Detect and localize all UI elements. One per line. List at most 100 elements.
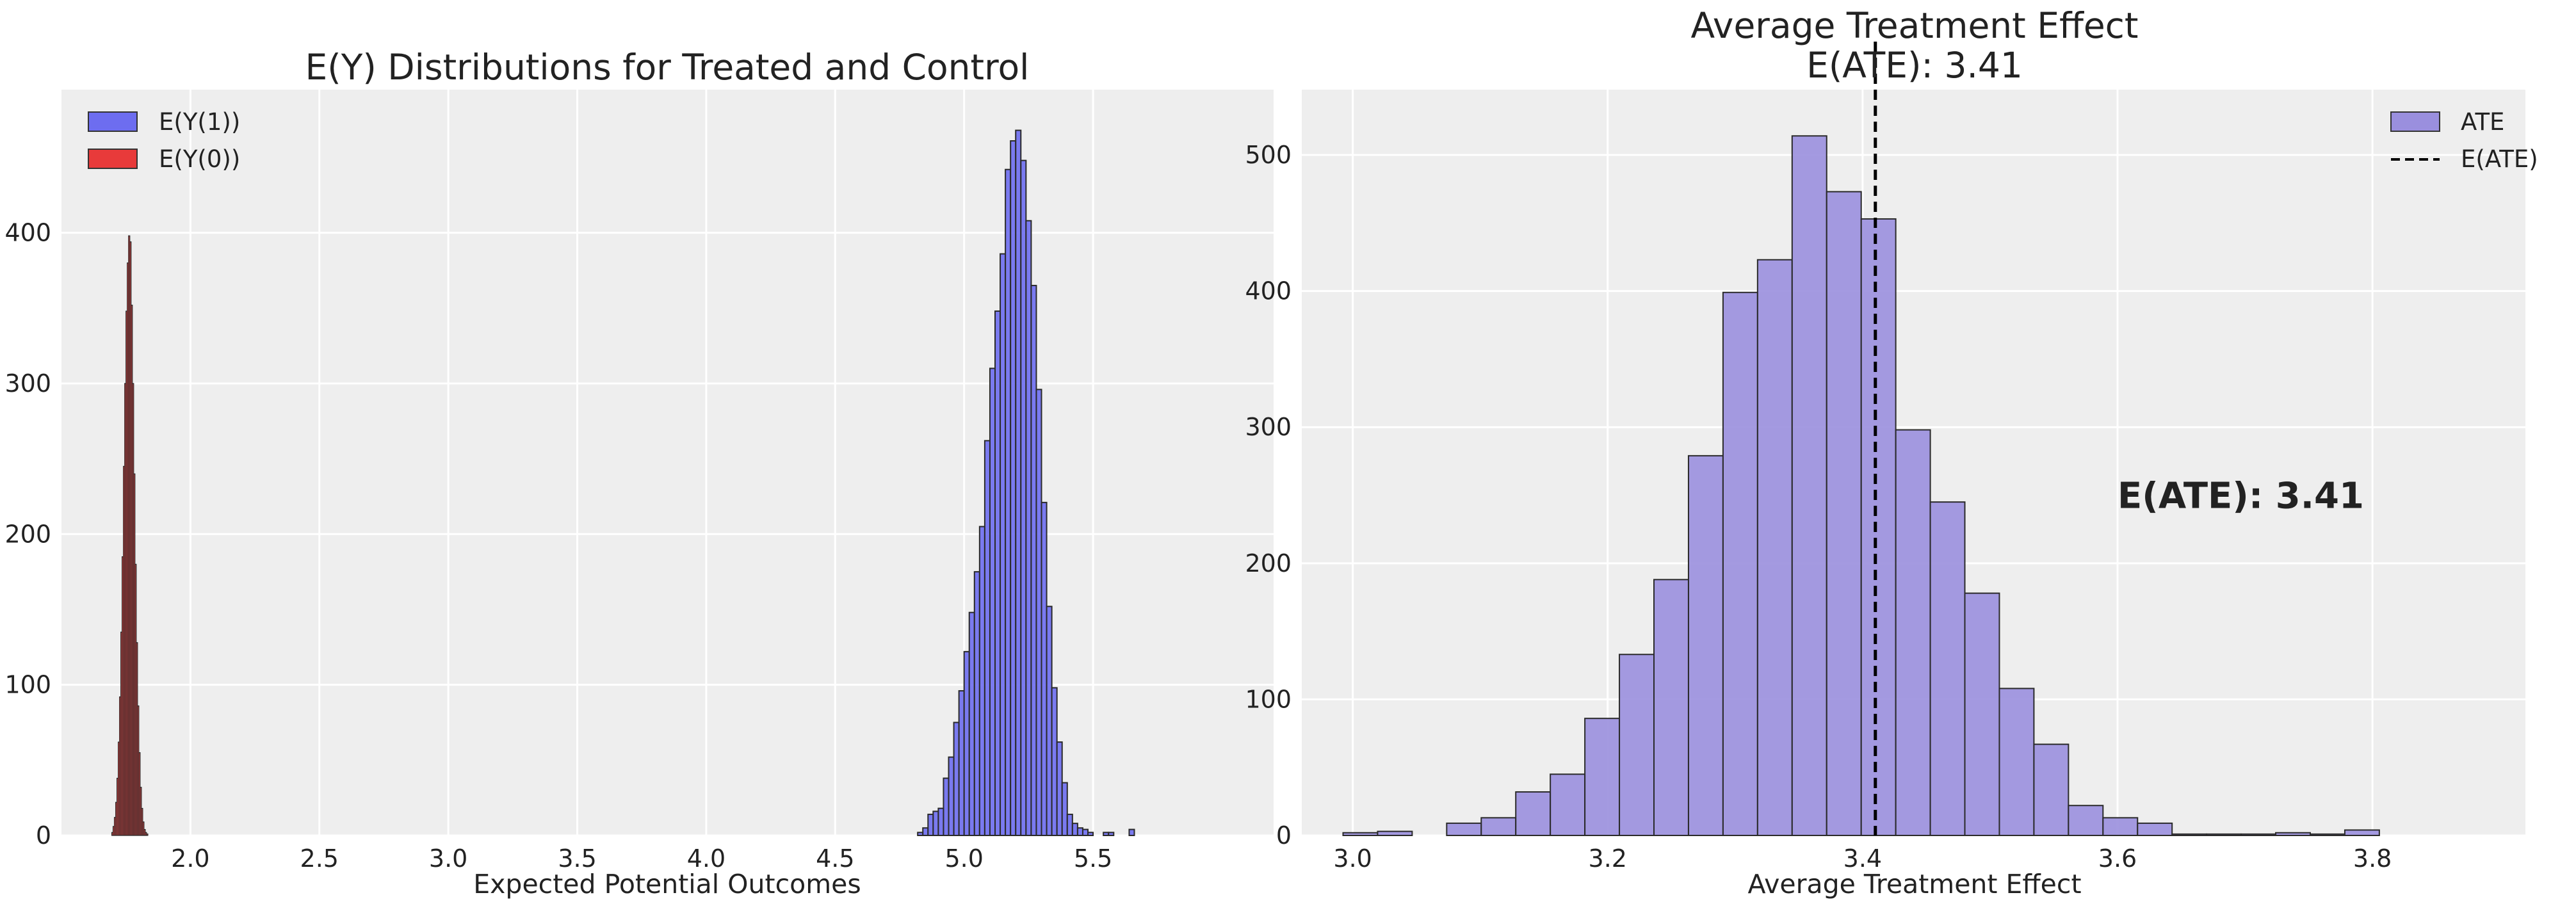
- histogram-bar: [1076, 827, 1083, 836]
- histogram-bar: [963, 650, 970, 837]
- histogram-bar: [1791, 135, 1827, 837]
- histogram-bar: [948, 756, 955, 837]
- left-panel: 2.0 2.5 3.0 3.5 4.0 4.5 5.0 5.5 0 100 200 300 400 E…: [4, 47, 1274, 899]
- histogram-bar: [989, 367, 996, 836]
- histogram-bar: [1826, 191, 1862, 836]
- left-y-ticks: 0 100 200 300 400: [4, 219, 51, 850]
- x-tick-label: 3.4: [1843, 844, 1882, 873]
- legend-swatch-ey1: [88, 111, 138, 132]
- histogram-bar: [1025, 220, 1032, 836]
- x-tick-label: 2.0: [171, 844, 209, 873]
- x-tick-label: 3.2: [1589, 844, 1627, 873]
- y-tick-label: 400: [4, 219, 51, 247]
- histogram-bar: [2102, 817, 2139, 837]
- histogram-bar: [1000, 253, 1007, 836]
- histogram-bar: [1015, 129, 1022, 837]
- right-y-ticks: 0 100 200 300 400 500: [1245, 141, 1292, 850]
- histogram-bar: [1446, 822, 1482, 837]
- histogram-bar: [146, 834, 149, 836]
- x-tick-label: 3.8: [2353, 844, 2392, 873]
- y-tick-label: 200: [1245, 549, 1292, 577]
- left-x-ticks: 2.0 2.5 3.0 3.5 4.0 4.5 5.0 5.5: [171, 844, 1112, 873]
- y-tick-label: 200: [4, 520, 51, 548]
- histogram-bar: [1108, 832, 1115, 837]
- histogram-bar: [1030, 284, 1037, 836]
- histogram-bar: [917, 832, 924, 837]
- histogram-bar: [973, 571, 980, 836]
- histogram-bar: [1515, 791, 1551, 837]
- legend-label-ey1: E(Y(1)): [159, 108, 240, 136]
- histogram-bar: [2344, 829, 2380, 836]
- histogram-bar: [1061, 782, 1068, 836]
- y-tick-label: 0: [1276, 821, 1292, 850]
- right-title-line: Average Treatment Effect: [1691, 5, 2139, 46]
- histogram-bar: [2171, 833, 2208, 837]
- left-gridlines: [61, 90, 1274, 837]
- histogram-bar: [1929, 501, 1966, 836]
- y-tick-label: 100: [4, 671, 51, 699]
- histogram-bar: [1005, 168, 1012, 836]
- histogram-bar: [1722, 291, 1758, 837]
- histogram-bar: [1895, 429, 1931, 836]
- histogram-bar: [1103, 832, 1110, 837]
- x-tick-label: 4.5: [816, 844, 854, 873]
- histogram-bar: [1046, 606, 1053, 836]
- right-x-ticks: 3.0 3.2 3.4 3.6 3.8: [1333, 844, 2392, 873]
- histogram-bar: [943, 777, 950, 837]
- series-1-bars: [1342, 135, 2380, 837]
- series-1-bars: [917, 129, 1135, 837]
- histogram-bar: [978, 526, 985, 837]
- right-chart-title: Average Treatment Effect E(ATE): 3.41: [1691, 5, 2139, 86]
- histogram-bar: [1066, 814, 1073, 837]
- x-tick-label: 3.0: [1333, 844, 1372, 873]
- x-tick-label: 3.6: [2098, 844, 2137, 873]
- histogram-bar: [994, 310, 1001, 836]
- histogram-bar: [1998, 688, 2035, 837]
- histogram-bar: [927, 814, 934, 837]
- left-chart-title: E(Y) Distributions for Treated and Contr…: [305, 47, 1030, 88]
- histogram-bar: [1041, 501, 1048, 836]
- left-plot-background: [61, 90, 1274, 835]
- legend-swatch-ate: [2390, 111, 2440, 132]
- histogram-bar: [1653, 579, 1689, 837]
- right-legend: ATE E(ATE): [2390, 108, 2538, 173]
- legend-label-ey0: E(Y(0)): [159, 145, 240, 173]
- histogram-bar: [932, 810, 939, 836]
- x-tick-label: 2.5: [300, 844, 339, 873]
- histogram-bar: [1619, 654, 1655, 836]
- histogram-bar: [922, 827, 929, 836]
- histogram-bar: [1128, 828, 1135, 836]
- series-2-bars: [111, 235, 149, 836]
- left-x-axis-label: Expected Potential Outcomes: [473, 869, 861, 899]
- histogram-bar: [1584, 718, 1621, 836]
- histogram-bar: [984, 440, 991, 836]
- histogram-bar: [2309, 833, 2345, 837]
- histogram-bar: [1035, 389, 1042, 836]
- histogram-bar: [937, 807, 944, 836]
- x-tick-label: 4.0: [687, 844, 725, 873]
- right-bars: [1342, 135, 2380, 837]
- histogram-bar: [1020, 159, 1027, 836]
- histogram-bar: [958, 690, 965, 836]
- histogram-bar: [2240, 833, 2277, 837]
- histogram-bar: [1480, 817, 1517, 837]
- histogram-bar: [2068, 805, 2104, 837]
- histogram-bar: [2137, 822, 2173, 837]
- histogram-bar: [142, 821, 145, 836]
- y-tick-label: 400: [1245, 277, 1292, 305]
- histogram-bar: [2033, 743, 2070, 836]
- left-legend: E(Y(1)) E(Y(0)): [88, 108, 240, 173]
- x-tick-label: 5.5: [1074, 844, 1112, 873]
- y-tick-label: 500: [1245, 141, 1292, 169]
- ate-annotation: E(ATE): 3.41: [2118, 476, 2364, 517]
- y-tick-label: 300: [4, 369, 51, 398]
- x-tick-label: 3.5: [558, 844, 596, 873]
- x-tick-label: 3.0: [429, 844, 467, 873]
- histogram-bar: [1377, 830, 1413, 837]
- right-title-line: E(ATE): 3.41: [1806, 45, 2023, 86]
- y-tick-label: 300: [1245, 413, 1292, 441]
- histogram-bar: [968, 611, 975, 836]
- histogram-bar: [1964, 592, 2000, 836]
- histogram-bar: [1860, 218, 1897, 836]
- histogram-bar: [1071, 823, 1078, 837]
